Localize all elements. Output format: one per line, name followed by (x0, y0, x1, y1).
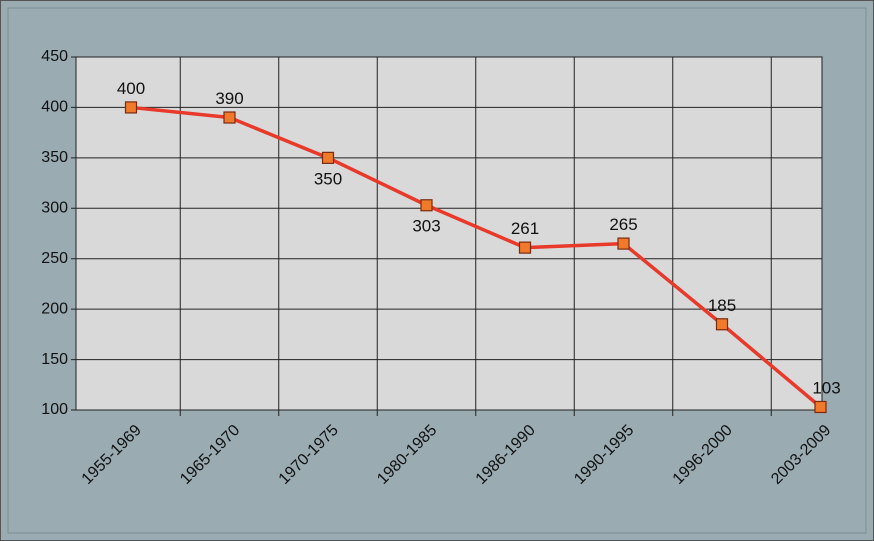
y-tick-label: 100 (41, 401, 68, 418)
marker (124, 101, 138, 114)
y-tick-label: 400 (41, 99, 68, 116)
y-tick-label: 300 (41, 200, 68, 217)
marker (518, 241, 532, 254)
plot-area (75, 56, 823, 411)
data-label: 390 (215, 89, 243, 108)
marker (814, 400, 827, 414)
y-tick-label: 150 (41, 351, 68, 368)
marker (420, 199, 433, 212)
marker (223, 111, 236, 124)
y-tick-label: 350 (41, 149, 68, 166)
y-tick-label: 250 (41, 250, 68, 267)
marker (617, 237, 630, 250)
data-label: 400 (117, 79, 145, 98)
series-line (130, 105, 822, 409)
data-label: 103 (812, 378, 840, 397)
data-label: 303 (412, 217, 440, 236)
marker (321, 151, 335, 164)
data-label: 261 (511, 219, 539, 238)
y-tick-label: 200 (41, 300, 68, 317)
data-label: 350 (314, 169, 342, 188)
data-label: 185 (708, 296, 736, 315)
marker (715, 318, 729, 331)
y-tick-label: 450 (41, 48, 68, 65)
data-label: 265 (609, 215, 637, 234)
